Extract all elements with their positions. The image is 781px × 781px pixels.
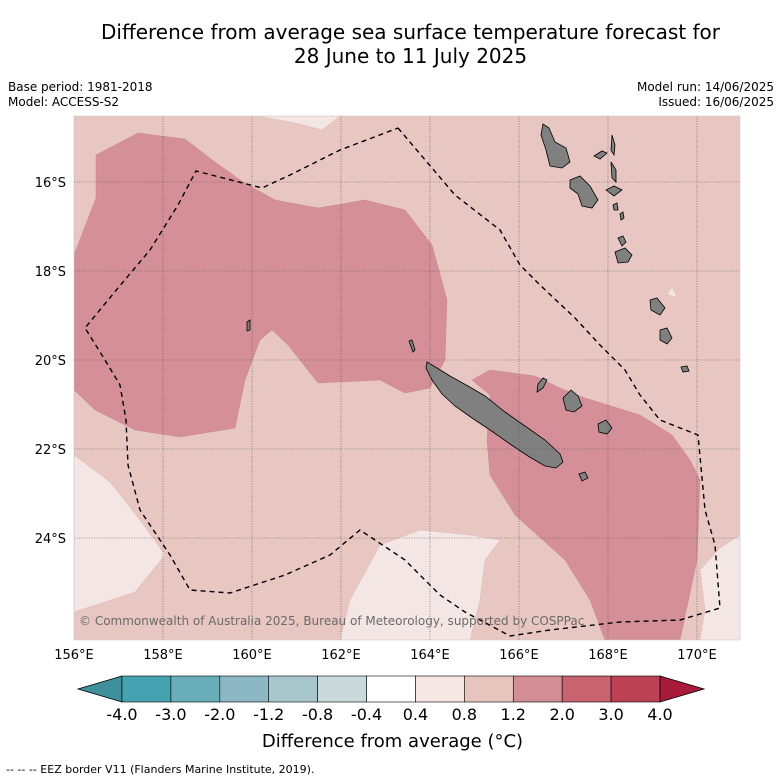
land-efate <box>617 235 627 247</box>
land-mare <box>597 419 613 435</box>
latitude-label: 22°S <box>35 443 66 458</box>
map-frame <box>73 115 741 641</box>
colorbar-tick-label: 3.0 <box>598 705 623 724</box>
colorbar-segment <box>366 675 416 703</box>
colorbar-tick-label: 4.0 <box>647 705 672 724</box>
colorbar-segment <box>121 675 172 703</box>
issued-date: Issued: 16/06/2025 <box>658 95 774 109</box>
colorbar-segment <box>415 675 465 703</box>
colorbar-segment <box>512 675 563 703</box>
colorbar-tick-label: 0.4 <box>403 705 428 724</box>
colorbar-segment <box>610 675 661 703</box>
meta-right: Model run: 14/06/2025 Issued: 16/06/2025 <box>637 80 774 110</box>
colorbar-tick-label: 2.0 <box>549 705 574 724</box>
colorbar-segment <box>170 675 221 703</box>
model-run: Model run: 14/06/2025 <box>636 80 774 94</box>
title-line-2: 28 June to 11 July 2025 <box>293 44 528 68</box>
longitude-label: 158°E <box>143 648 183 663</box>
map-field <box>74 116 740 640</box>
land-shepherd-islands <box>619 211 625 221</box>
land-malekula <box>569 175 599 209</box>
latitude-label: 20°S <box>35 354 66 369</box>
longitude-label: 170°E <box>677 648 717 663</box>
colorbar-extend-low <box>76 675 123 703</box>
land-tanna <box>649 297 666 316</box>
colorbar-tick-label: 1.2 <box>501 705 526 724</box>
latitude-label: 24°S <box>35 532 66 547</box>
land-isle-of-pines <box>578 471 589 482</box>
longitude-label: 156°E <box>54 648 94 663</box>
land-epi <box>612 202 619 211</box>
longitude-label: 166°E <box>499 648 539 663</box>
colorbar-tick-label: -0.8 <box>302 705 333 724</box>
longitude-label: 160°E <box>232 648 272 663</box>
colorbar-tick-label: 0.8 <box>452 705 477 724</box>
colorbar-segment <box>219 675 270 703</box>
colorbar-segment <box>317 675 367 703</box>
latitude-labels: 16°S 18°S 20°S 22°S 24°S <box>35 176 66 547</box>
colorbar-tick-label: -4.0 <box>106 705 137 724</box>
colorbar-segment <box>268 675 318 703</box>
latitude-label: 16°S <box>35 176 66 191</box>
land-small-east-islet <box>680 365 690 373</box>
anomaly-light-patch-east <box>666 286 678 298</box>
anomaly-light-patch-top <box>257 116 341 131</box>
colorbar: -4.0 -3.0 -2.0 -1.2 -0.8 -0.4 0.4 0.8 1.2 2.0 3.0 4… <box>76 675 706 724</box>
anomaly-light-patch-south <box>339 529 501 640</box>
land-pentecost <box>610 161 617 183</box>
colorbar-tick-label: -1.2 <box>253 705 284 724</box>
colorbar-segment <box>464 675 514 703</box>
land-ambrym <box>605 185 623 197</box>
land-ambae <box>593 150 608 160</box>
model-name: Model: ACCESS-S2 <box>8 95 120 109</box>
meta-left: Base period: 1981-2018 Model: ACCESS-S2 <box>8 80 153 110</box>
land-maewo-pentecost <box>610 134 616 157</box>
anomaly-light-patch-southeast <box>699 534 740 640</box>
colorbar-tick-label: -0.4 <box>351 705 382 724</box>
land-espiritu-santo <box>540 123 571 169</box>
graticule <box>74 116 740 640</box>
colorbar-segment <box>561 675 612 703</box>
eez-border <box>84 127 721 637</box>
land-erromango <box>614 247 633 264</box>
anomaly-light-patch-southwest <box>74 454 166 613</box>
colorbar-label: Difference from average (°C) <box>261 731 524 752</box>
land-belep-islands <box>408 339 416 353</box>
eez-legend-note: -- -- -- EEZ border V11 (Flanders Marine… <box>6 763 315 776</box>
colorbar-extend-high <box>659 675 706 703</box>
base-period: Base period: 1981-2018 <box>8 80 153 94</box>
title-line-1: Difference from average sea surface temp… <box>100 20 720 44</box>
land-ouvea <box>536 377 548 393</box>
longitude-label: 164°E <box>410 648 450 663</box>
land-chesterfield-islet <box>246 319 251 332</box>
colorbar-tick-label: -3.0 <box>155 705 186 724</box>
longitude-label: 168°E <box>588 648 628 663</box>
longitude-label: 162°E <box>321 648 361 663</box>
longitude-labels: 156°E 158°E 160°E 162°E 164°E 166°E 168°E 170°E <box>54 648 717 663</box>
latitude-label: 18°S <box>35 265 66 280</box>
land-new-caledonia <box>425 361 564 469</box>
land-lifou <box>562 389 583 413</box>
colorbar-tick-label: -2.0 <box>204 705 235 724</box>
land-aneityum <box>659 327 673 345</box>
copyright-notice: © Commonwealth of Australia 2025, Bureau… <box>79 614 585 628</box>
